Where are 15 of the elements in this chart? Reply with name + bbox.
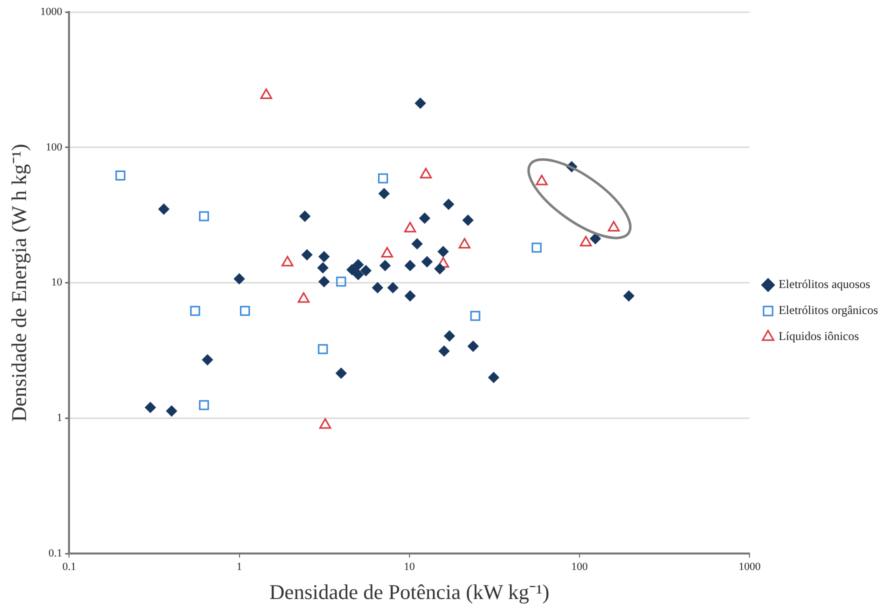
x-tick-label: 1000	[738, 561, 762, 574]
y-axis-title: Densidade de Energia (W h kg⁻¹)	[7, 144, 32, 422]
y-tick-label: 10	[51, 276, 63, 289]
y-tick-label: 100	[46, 141, 63, 154]
legend-label: Eletrólitos orgânicos	[778, 303, 878, 318]
legend-label: Eletrólitos aquosos	[778, 277, 871, 292]
x-tick-label: 10	[404, 561, 416, 574]
y-tick-label: 0.1	[48, 547, 62, 560]
x-tick-label: 1	[236, 561, 242, 574]
legend-label: Líquidos iônicos	[778, 329, 860, 344]
x-axis-title: Densidade de Potência (kW kg⁻¹)	[269, 580, 550, 604]
y-tick-label: 1	[56, 412, 62, 424]
x-tick-label: 100	[571, 561, 588, 574]
y-tick-label: 1000	[40, 6, 63, 18]
x-tick-label: 0.1	[62, 561, 76, 574]
